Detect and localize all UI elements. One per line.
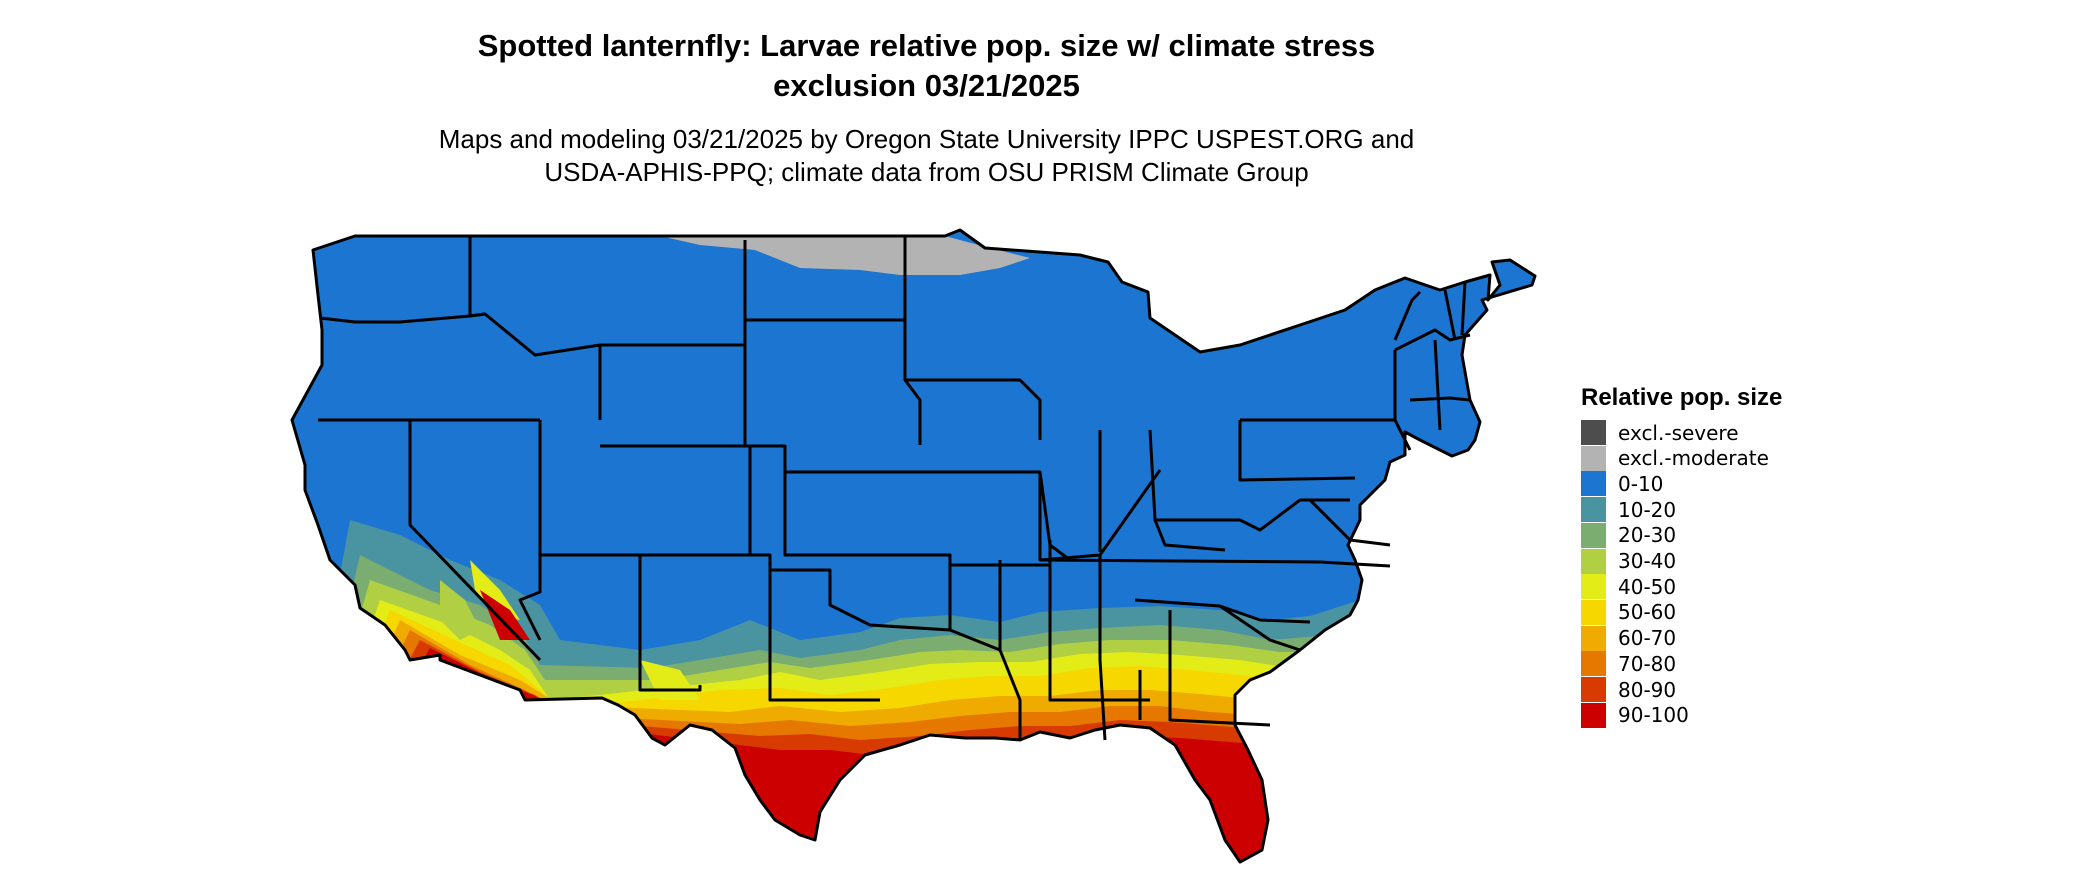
legend-label: excl.-moderate — [1618, 446, 1769, 470]
legend-item: 30-40 — [1581, 549, 1676, 574]
legend-label: 50-60 — [1618, 600, 1676, 624]
legend-item: 70-80 — [1581, 651, 1676, 676]
legend-label: 30-40 — [1618, 549, 1676, 573]
legend-item: excl.-moderate — [1581, 446, 1769, 471]
legend-swatch — [1581, 574, 1606, 599]
legend-swatch — [1581, 703, 1606, 728]
map-legend: Relative pop. size — [1581, 384, 1782, 411]
legend-label: 0-10 — [1618, 472, 1663, 496]
legend-label: 40-50 — [1618, 575, 1676, 599]
legend-swatch — [1581, 497, 1606, 522]
legend-swatch — [1581, 446, 1606, 471]
legend-swatch — [1581, 471, 1606, 496]
legend-item: 60-70 — [1581, 626, 1676, 651]
legend-item: 50-60 — [1581, 600, 1676, 625]
legend-title: Relative pop. size — [1581, 384, 1782, 411]
legend-label: 70-80 — [1618, 652, 1676, 676]
legend-swatch — [1581, 626, 1606, 651]
legend-swatch — [1581, 420, 1606, 445]
legend-swatch — [1581, 600, 1606, 625]
legend-item: 80-90 — [1581, 677, 1676, 702]
legend-label: 10-20 — [1618, 498, 1676, 522]
legend-swatch — [1581, 549, 1606, 574]
legend-label: 80-90 — [1618, 678, 1676, 702]
legend-item: 90-100 — [1581, 703, 1689, 728]
legend-label: excl.-severe — [1618, 421, 1739, 445]
legend-item: 20-30 — [1581, 523, 1676, 548]
legend-item: 0-10 — [1581, 471, 1663, 496]
legend-swatch — [1581, 523, 1606, 548]
legend-label: 90-100 — [1618, 703, 1689, 727]
legend-item: 10-20 — [1581, 497, 1676, 522]
legend-item: excl.-severe — [1581, 420, 1739, 445]
legend-swatch — [1581, 677, 1606, 702]
legend-label: 60-70 — [1618, 626, 1676, 650]
legend-label: 20-30 — [1618, 523, 1676, 547]
legend-item: 40-50 — [1581, 574, 1676, 599]
legend-swatch — [1581, 651, 1606, 676]
